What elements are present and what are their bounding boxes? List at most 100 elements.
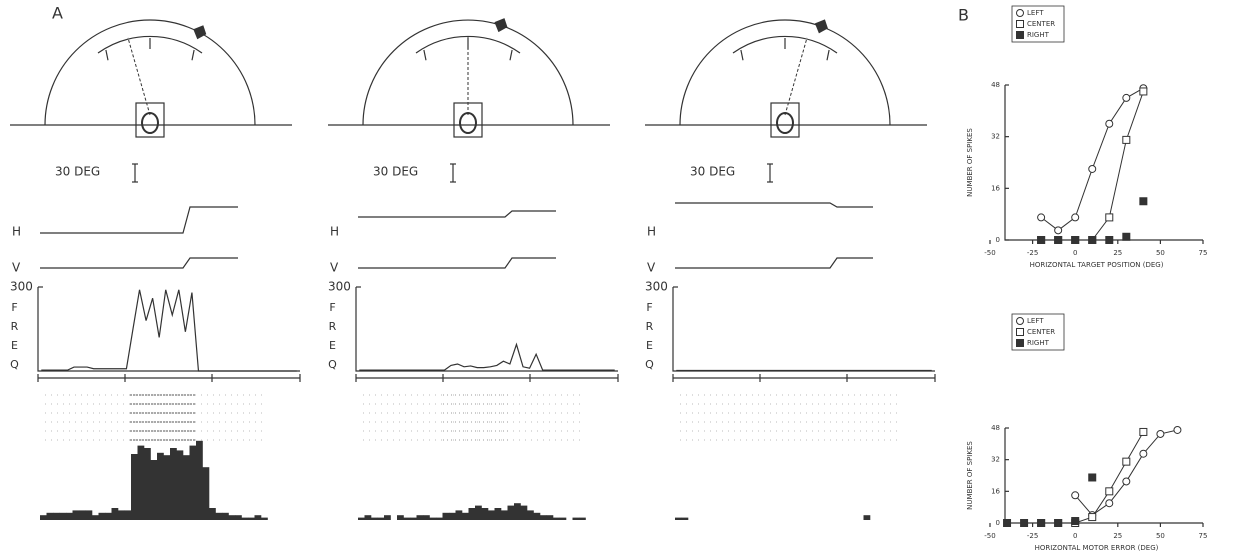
v-trace [675, 258, 873, 268]
histogram-bar [495, 508, 502, 520]
histogram-bar [40, 515, 47, 520]
freq-trace [359, 344, 614, 370]
axes [1005, 428, 1203, 523]
point [1089, 165, 1096, 172]
legend-label: RIGHT [1027, 339, 1050, 347]
arc-tick [741, 50, 743, 60]
h-label: H [330, 225, 339, 239]
legend-marker [1017, 10, 1024, 17]
point [1123, 136, 1130, 143]
histogram-bar [255, 515, 262, 520]
point [1072, 237, 1079, 244]
histogram-bar [157, 453, 164, 520]
histogram-bar [534, 513, 541, 520]
legend-marker [1017, 329, 1024, 336]
scale-label: 30 DEG [373, 165, 418, 179]
histogram-bar [501, 510, 508, 520]
panel-label: B [958, 6, 969, 25]
y-tick-label: 32 [991, 456, 1000, 464]
histogram-bar [79, 510, 86, 520]
x-tick-label: 25 [1113, 249, 1122, 257]
histogram-bar [449, 513, 456, 520]
histogram-bar [151, 460, 158, 520]
histogram-bar [573, 518, 580, 520]
y-axis [673, 287, 935, 371]
histogram-bar [125, 510, 132, 520]
point [1123, 478, 1130, 485]
target [193, 25, 206, 39]
histogram-bar [553, 518, 560, 520]
histogram-bar [456, 510, 463, 520]
scale-label: 30 DEG [690, 165, 735, 179]
h-label: H [12, 225, 21, 239]
point [1072, 492, 1079, 499]
x-tick-label: 50 [1156, 532, 1165, 540]
figure: A B 30 DEGHV30 DEGHV30 DEGHV300FREQ300FR… [0, 0, 1234, 558]
y-tick-label: 300 [328, 280, 351, 294]
point [1055, 237, 1062, 244]
x-tick-label: 0 [1073, 532, 1077, 540]
histogram-bar [99, 513, 106, 520]
histogram-bar [547, 515, 554, 520]
histogram-bar [508, 506, 515, 520]
point [1140, 88, 1147, 95]
y-axis-label: FREQ [8, 301, 21, 377]
histogram-bar [579, 518, 586, 520]
histogram-bar [229, 515, 236, 520]
arc-tick [106, 50, 108, 60]
v-label: V [12, 261, 21, 275]
histogram-bar [66, 513, 73, 520]
histogram-bar [222, 513, 229, 520]
point [1123, 233, 1130, 240]
x-tick-label: 0 [1073, 249, 1077, 257]
histogram-bar [469, 508, 476, 520]
point [1140, 450, 1147, 457]
scale-label: 30 DEG [55, 165, 100, 179]
target [494, 18, 507, 32]
x-axis-label: HORIZONTAL MOTOR ERROR (DEG) [1035, 544, 1159, 552]
v-trace [40, 258, 238, 268]
histogram-bar [105, 513, 112, 520]
x-tick-label: -50 [984, 532, 995, 540]
v-label: V [330, 261, 339, 275]
y-tick-label: 48 [991, 81, 1000, 89]
point [1140, 428, 1147, 435]
histogram-bar [53, 513, 60, 520]
histogram-bar [540, 515, 547, 520]
point [1106, 488, 1113, 495]
histogram-bar [430, 518, 437, 520]
histogram-bar [482, 508, 489, 520]
histogram-bar [144, 448, 151, 520]
histogram-bar [138, 446, 145, 520]
histogram-bar [462, 513, 469, 520]
histogram-bar [190, 446, 197, 520]
legend-marker [1017, 21, 1024, 28]
y-tick-label: 16 [991, 184, 1000, 192]
histogram-bar [242, 518, 249, 520]
histogram-bar [527, 510, 534, 520]
target [815, 19, 828, 33]
histogram-bar [235, 515, 242, 520]
series-line [1075, 430, 1177, 515]
histogram-bar [248, 518, 255, 520]
point [1038, 520, 1045, 527]
histogram-bar [682, 518, 689, 520]
histogram-bar [358, 518, 365, 520]
v-label: V [647, 261, 656, 275]
y-tick-label: 0 [996, 236, 1000, 244]
y-axis-label: FREQ [643, 301, 656, 377]
freq-trace [41, 290, 296, 371]
point [1106, 214, 1113, 221]
histogram-bar [397, 515, 404, 520]
histogram-bar [560, 518, 567, 520]
hemifield-arc [680, 20, 890, 125]
axes [1005, 85, 1203, 240]
y-axis [356, 287, 618, 371]
histogram-bar [203, 467, 210, 520]
y-tick-label: 32 [991, 133, 1000, 141]
histogram-bar [417, 515, 424, 520]
histogram-bar [488, 510, 495, 520]
legend-label: LEFT [1027, 9, 1044, 17]
histogram-bar [436, 518, 443, 520]
x-tick-label: 75 [1199, 532, 1208, 540]
